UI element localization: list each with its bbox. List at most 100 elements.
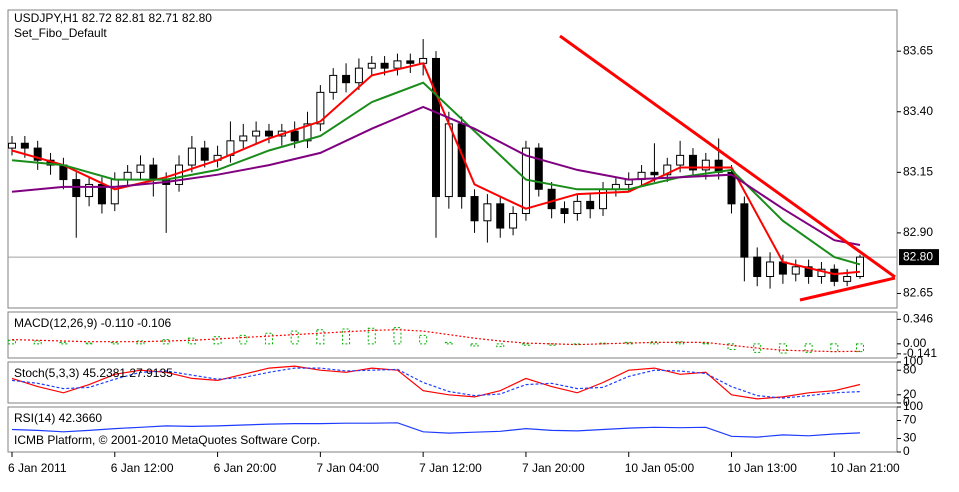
panel-frame [7,406,898,453]
histogram-bar [573,343,582,345]
histogram-bar [85,342,94,345]
candle-body [239,135,248,142]
y-tick-label: 82.90 [903,225,933,239]
chart-title: USDJPY,H1 82.72 82.81 82.71 82.80 [14,11,212,25]
candle-body [804,266,813,278]
candle-body [740,203,749,258]
y-tick-label: 0.346 [903,312,933,326]
candle-body [560,208,569,215]
histogram-bar [547,343,556,346]
indicator-line [11,422,861,438]
histogram-bar [727,343,736,351]
candle-body [123,171,132,181]
indicator-line [11,367,861,399]
indicator-title: RSI(14) 42.3660 [14,411,102,425]
candle-body [663,164,672,176]
candle-body [688,154,697,171]
candle-body [470,196,479,222]
x-tick-label: 6 Jan 20:00 [214,461,277,475]
y-tick-label: 82.65 [903,286,933,300]
candle-body [727,171,736,205]
candle-body [650,171,659,176]
histogram-bar [290,330,299,345]
indicator-title: MACD(12,26,9) -0.110 -0.106 [14,316,172,330]
candle-body [509,213,518,229]
y-tick-label: 70 [903,413,917,427]
candle-body [830,268,839,282]
candle-body [316,91,325,125]
candle-body [753,256,762,278]
histogram-bar [830,343,839,353]
y-tick-label: 0.00 [903,336,927,350]
x-tick-label: 6 Jan 2011 [8,461,67,475]
histogram-bar [856,343,864,353]
candle-body [303,123,312,142]
candle-body [676,154,685,166]
y-tick-label: 83.65 [903,43,933,57]
histogram-bar [367,327,376,345]
candle-body [72,179,81,198]
candle-body [778,261,787,275]
x-tick-label: 10 Jan 21:00 [830,461,900,475]
candle-body [406,60,415,64]
candle-body [483,203,492,222]
histogram-bar [162,339,171,345]
candle-body [843,276,852,282]
histogram-bar [8,339,16,345]
indicator-title: Stoch(5,3,3) 45.2381 27.9135 [14,366,173,380]
indicator-line [11,365,861,400]
candle-body [290,130,299,142]
candle-body [791,266,800,275]
y-tick-label: 0 [903,395,910,409]
x-tick-label: 10 Jan 05:00 [625,461,695,475]
annotation: ICMB Platform, © 2001-2010 MetaQuotes So… [14,433,320,447]
candle-body [136,164,145,173]
candle-body [110,179,119,205]
histogram-bar [110,341,119,345]
trend-line [559,34,896,279]
candle-body [496,203,505,229]
histogram-bar [470,343,479,347]
histogram-bar [701,342,710,345]
candle-body [329,74,338,93]
x-tick-label: 7 Jan 20:00 [522,461,585,475]
candle-body [367,62,376,69]
y-tick-label: 80 [903,362,917,376]
candle-body [20,142,29,149]
histogram-bar [496,343,505,348]
trend-line [799,276,896,302]
histogram-bar [316,329,325,345]
panel-frame [7,361,898,404]
candle-body [85,183,94,198]
candle-body [149,164,158,181]
histogram-bar [264,332,273,345]
x-tick-label: 6 Jan 12:00 [111,461,174,475]
candle-body [534,147,543,190]
y-tick-label: 100 [903,354,923,368]
y-tick-label: 30 [903,431,917,445]
y-tick-label: 83.15 [903,164,933,178]
x-tick-label: 10 Jan 13:00 [728,461,798,475]
candle-body [547,188,556,210]
histogram-bar [624,341,633,345]
histogram-bar [521,343,530,346]
moving-average [11,105,861,246]
candle-body [97,183,106,205]
candle-body [380,62,389,69]
candle-body [200,147,209,161]
candle-body [701,159,710,171]
candle-body [354,67,363,84]
candle-body [8,142,16,149]
indicator-line [11,329,861,353]
candle-body [432,57,440,198]
candle-body [766,261,775,278]
histogram-bar [187,337,196,345]
candle-body [573,200,582,215]
y-tick-label: 100 [903,399,923,413]
candle-body [856,256,864,278]
moving-average [11,81,861,266]
y-tick-label: 0 [903,444,910,458]
histogram-bar [342,328,351,345]
